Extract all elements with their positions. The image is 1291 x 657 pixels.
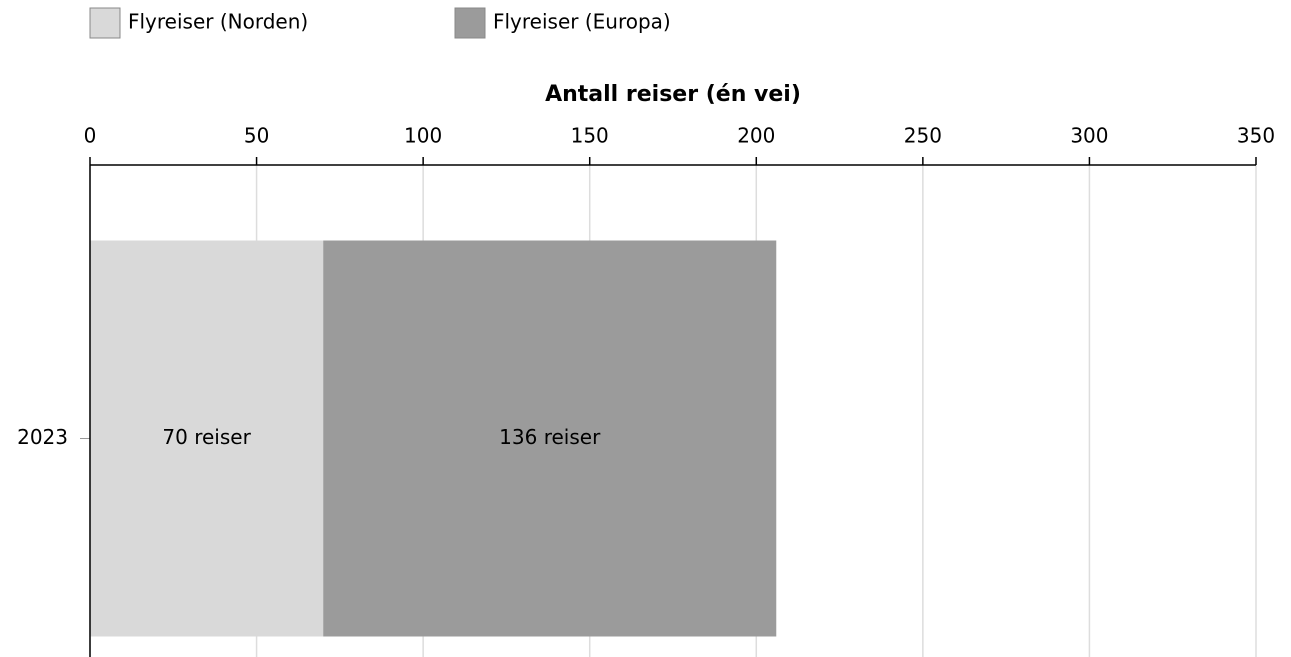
data-label: 136 reiser [499, 425, 601, 449]
x-axis-title: Antall reiser (én vei) [545, 82, 801, 107]
legend-label: Flyreiser (Europa) [493, 10, 671, 34]
x-tick-label: 0 [84, 124, 97, 148]
x-tick-label: 150 [571, 124, 609, 148]
x-tick-label: 100 [404, 124, 442, 148]
legend-swatch [454, 7, 486, 39]
x-tick-label: 250 [904, 124, 942, 148]
bar [323, 240, 777, 637]
x-tick-label: 50 [244, 124, 269, 148]
x-tick-label: 300 [1070, 124, 1108, 148]
y-tick-label: 2023 [17, 425, 68, 449]
data-label: 70 reiser [162, 425, 251, 449]
x-tick-label: 350 [1237, 124, 1275, 148]
x-tick-label: 200 [737, 124, 775, 148]
legend-label: Flyreiser (Norden) [128, 10, 308, 34]
bar [90, 240, 324, 637]
legend-swatch [89, 7, 121, 39]
